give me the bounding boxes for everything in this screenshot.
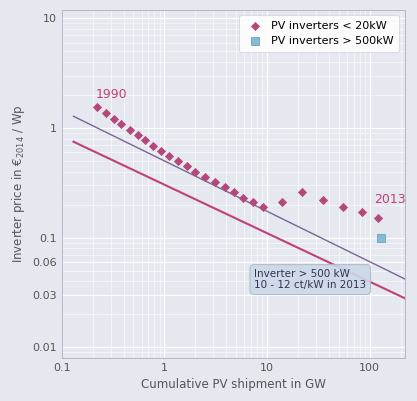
Text: 1990: 1990: [96, 88, 128, 101]
PV inverters < 20kW: [202, 174, 208, 180]
PV inverters < 20kW: [183, 163, 190, 169]
PV inverters < 20kW: [174, 158, 181, 164]
PV inverters < 20kW: [260, 204, 266, 210]
PV inverters < 20kW: [103, 109, 109, 116]
PV inverters < 20kW: [126, 127, 133, 133]
PV inverters < 20kW: [192, 168, 198, 175]
PV inverters < 20kW: [110, 115, 117, 122]
PV inverters < 20kW: [299, 189, 306, 195]
PV inverters < 20kW: [359, 209, 366, 216]
PV inverters < 20kW: [374, 215, 381, 221]
PV inverters < 20kW: [319, 197, 326, 203]
Y-axis label: Inverter price in €$_{2014}$ / Wp: Inverter price in €$_{2014}$ / Wp: [10, 105, 27, 263]
PV inverters < 20kW: [158, 148, 164, 154]
Text: Inverter > 500 kW
10 - 12 ct/kW in 2013: Inverter > 500 kW 10 - 12 ct/kW in 2013: [254, 269, 366, 290]
Text: 2013: 2013: [374, 193, 405, 206]
PV inverters < 20kW: [93, 104, 100, 110]
PV inverters < 20kW: [134, 132, 141, 138]
PV inverters < 20kW: [222, 184, 229, 190]
PV inverters < 20kW: [118, 121, 125, 128]
PV inverters < 20kW: [165, 152, 172, 159]
PV inverters < 20kW: [240, 195, 247, 201]
PV inverters < 20kW: [150, 142, 157, 149]
PV inverters < 20kW: [339, 204, 346, 210]
X-axis label: Cumulative PV shipment in GW: Cumulative PV shipment in GW: [141, 378, 326, 391]
PV inverters < 20kW: [279, 199, 285, 206]
PV inverters < 20kW: [142, 137, 148, 144]
PV inverters > 500kW: [378, 235, 384, 241]
Legend: PV inverters < 20kW, PV inverters > 500kW: PV inverters < 20kW, PV inverters > 500k…: [239, 15, 399, 52]
PV inverters < 20kW: [231, 189, 238, 195]
PV inverters < 20kW: [211, 179, 218, 186]
PV inverters < 20kW: [250, 199, 256, 206]
